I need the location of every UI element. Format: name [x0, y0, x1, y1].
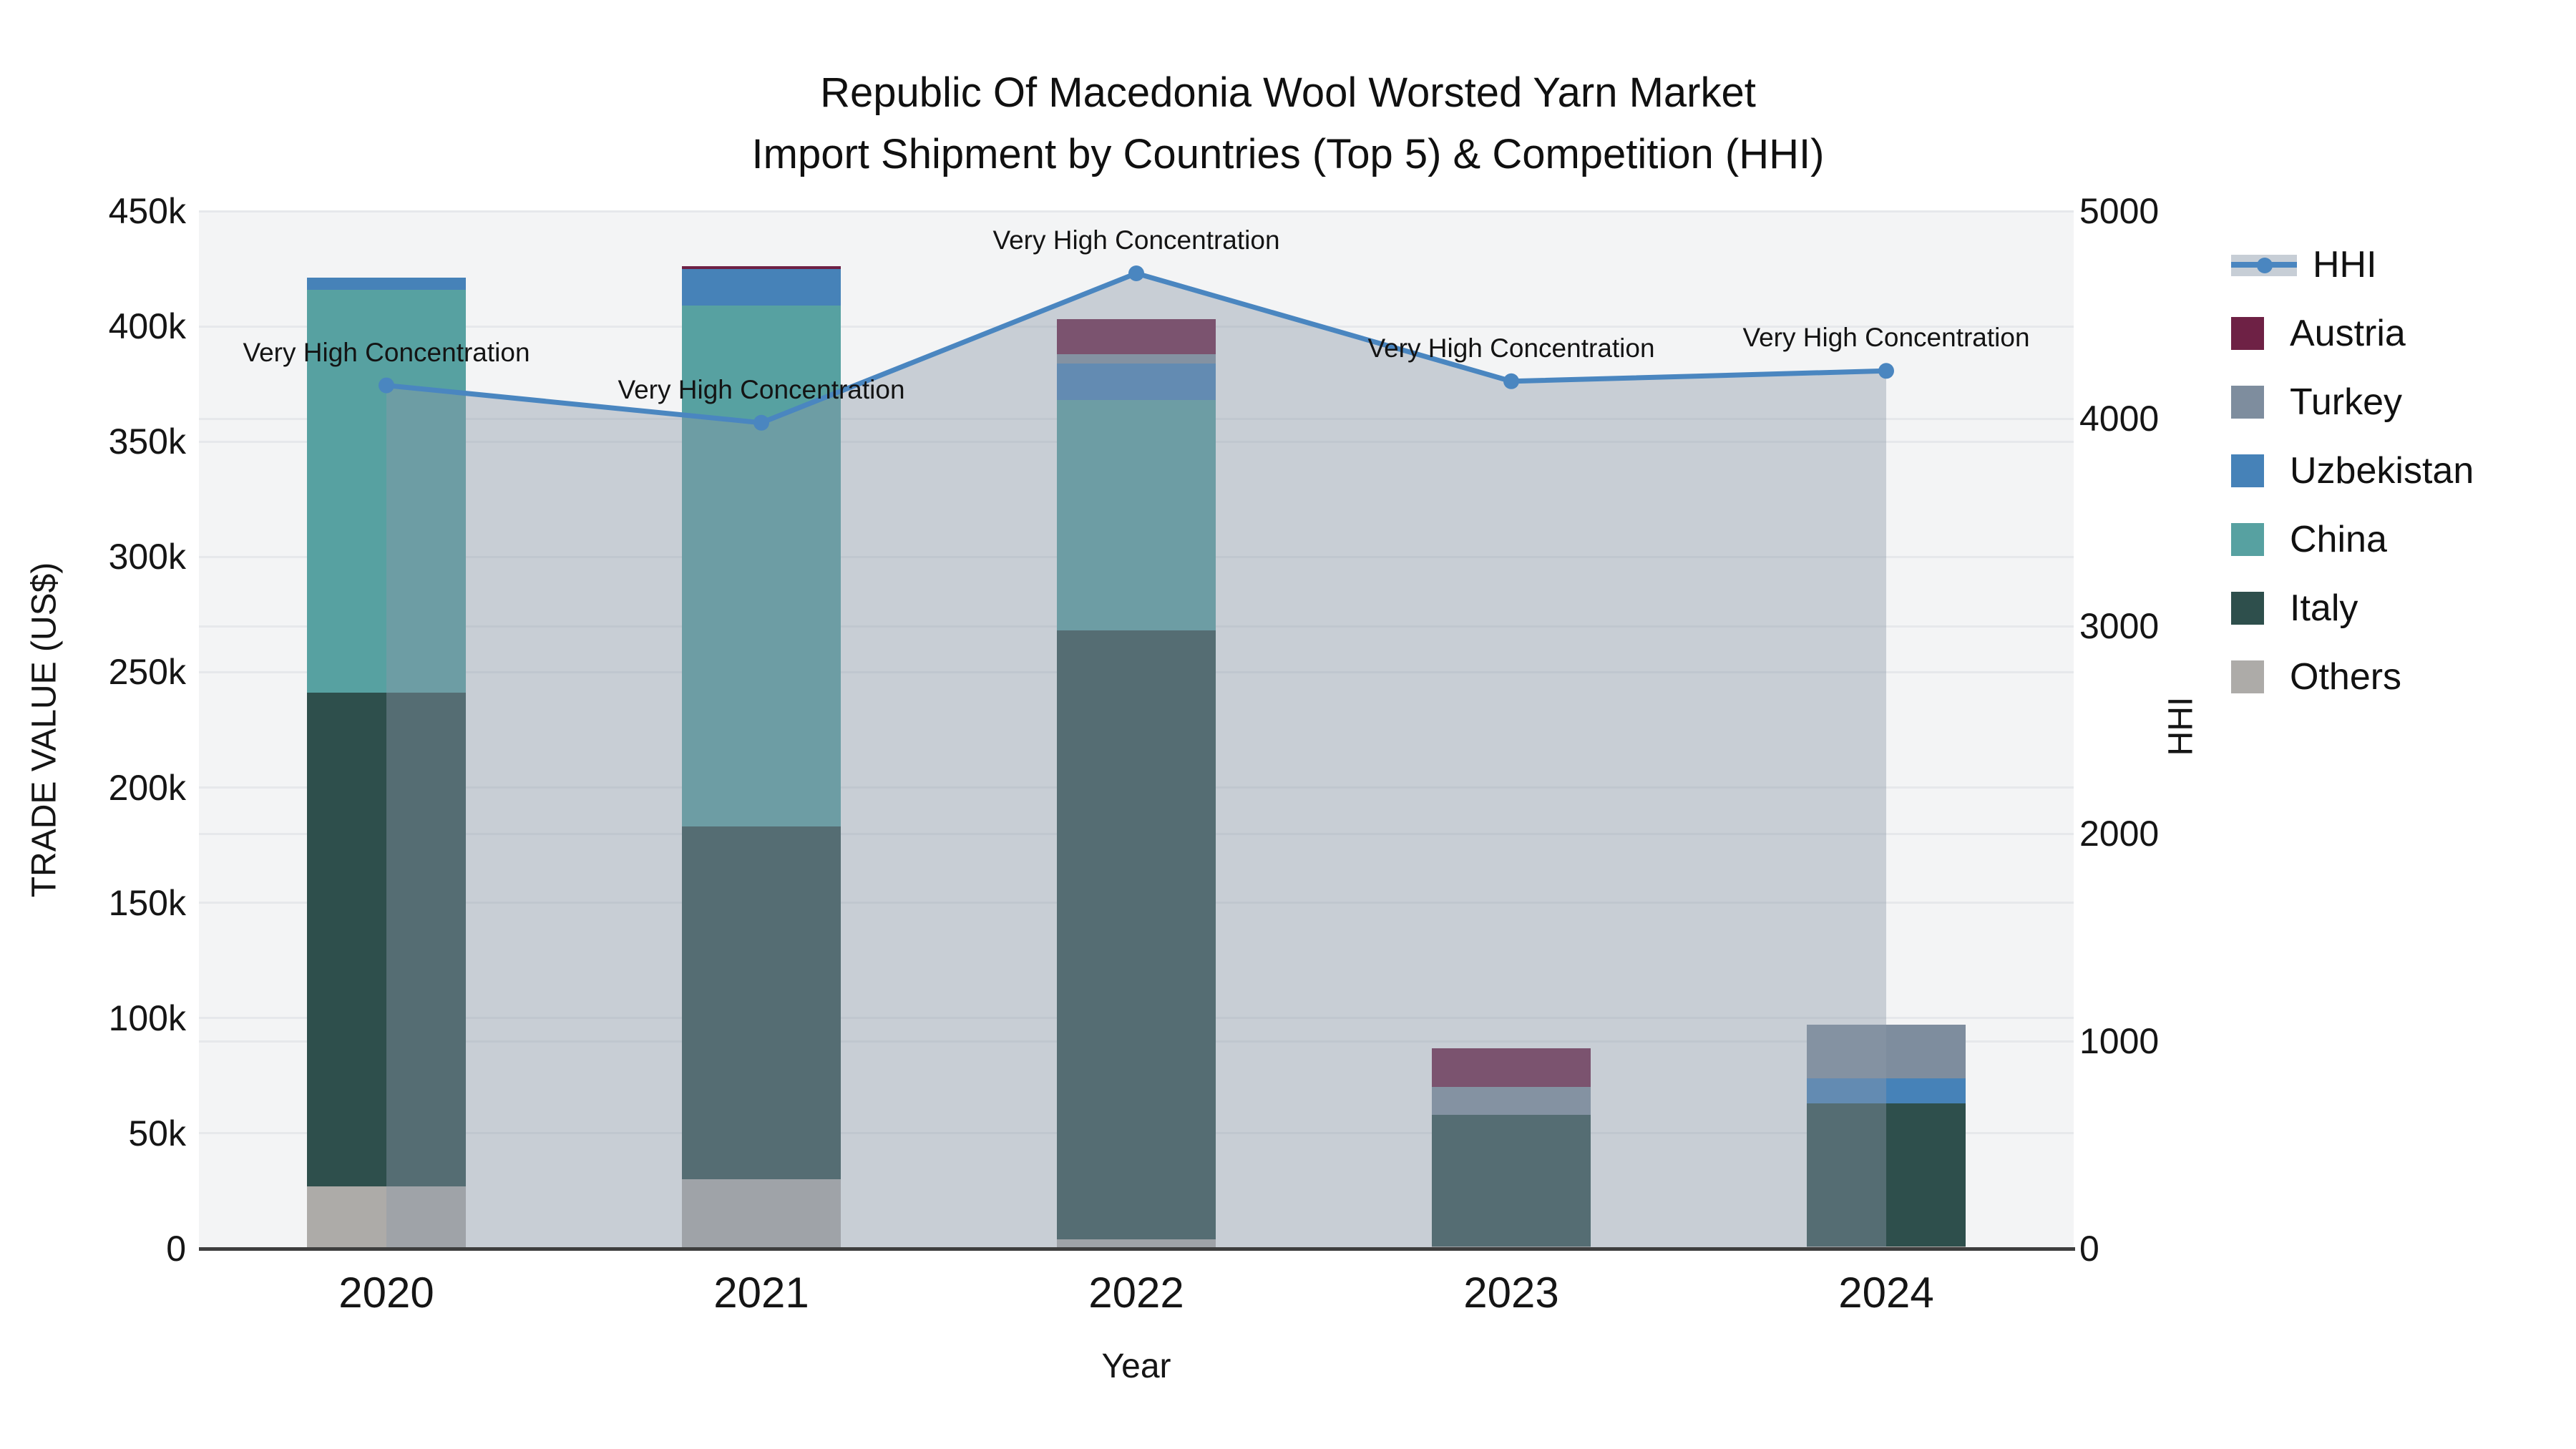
annotation-2024: Very High Concentration — [1742, 323, 2030, 353]
legend-label-italy: Italy — [2290, 587, 2358, 629]
legend-line-dot — [2257, 258, 2273, 273]
annotation-2023: Very High Concentration — [1367, 333, 1655, 363]
y2-tick-2000: 2000 — [2079, 814, 2160, 854]
y-tick-100k: 100k — [108, 997, 186, 1038]
legend-swatch-china-icon — [2231, 523, 2264, 556]
bar-2020-others[interactable] — [307, 1186, 466, 1249]
y2-axis-title: HHI — [2162, 696, 2200, 756]
chart-title-line-1: Republic Of Macedonia Wool Worsted Yarn … — [820, 69, 1756, 116]
hhi-marker-2021[interactable] — [753, 414, 769, 431]
y-tick-400k: 400k — [108, 306, 186, 347]
annotation-2022: Very High Concentration — [992, 225, 1280, 255]
hhi-marker-2020[interactable] — [379, 377, 394, 394]
y-tick-200k: 200k — [108, 767, 186, 808]
legend-item-china[interactable]: China — [2231, 505, 2474, 574]
x-tick-2020: 2020 — [338, 1269, 434, 1317]
bar-2024-uzbekistan[interactable] — [1807, 1078, 1966, 1103]
hhi-area-fill — [386, 273, 1886, 1249]
legend-item-italy[interactable]: Italy — [2231, 574, 2474, 643]
bar-2024-italy[interactable] — [1807, 1103, 1966, 1246]
bar-2020-italy[interactable] — [307, 693, 466, 1186]
y-tick-300k: 300k — [108, 537, 186, 577]
legend-label-china: China — [2290, 519, 2387, 560]
y2-tick-1000: 1000 — [2079, 1021, 2160, 1061]
bar-2022-uzbekistan[interactable] — [1057, 363, 1216, 401]
bar-2021-austria[interactable] — [682, 265, 841, 269]
bar-2022-italy[interactable] — [1057, 630, 1216, 1240]
y-tick-50k: 50k — [128, 1113, 186, 1153]
y-axis-title: TRADE VALUE (US$) — [25, 562, 64, 898]
bar-2021-italy[interactable] — [682, 826, 841, 1180]
legend-label-austria: Austria — [2290, 313, 2406, 354]
legend-label-hhi: HHI — [2313, 244, 2377, 286]
chart-title-line-2: Import Shipment by Countries (Top 5) & C… — [751, 131, 1825, 177]
hhi-overlay — [379, 265, 1894, 1249]
legend-line-swatch-icon — [2231, 248, 2297, 281]
annotation-2021: Very High Concentration — [618, 374, 905, 404]
gridline-y2-5000 — [199, 210, 2074, 213]
y2-tick-3000: 3000 — [2079, 606, 2160, 646]
bar-2022-turkey[interactable] — [1057, 353, 1216, 364]
annotation-2020: Very High Concentration — [243, 337, 530, 367]
bar-2023-turkey[interactable] — [1432, 1087, 1591, 1116]
bar-2023-austria[interactable] — [1432, 1048, 1591, 1088]
hhi-marker-2024[interactable] — [1878, 363, 1894, 379]
plot-area: Very High Concentration Very High Concent… — [199, 210, 2074, 1249]
legend-swatch-austria-icon — [2231, 317, 2264, 350]
legend-item-others[interactable]: Others — [2231, 643, 2474, 711]
bar-2021-uzbekistan[interactable] — [682, 268, 841, 306]
legend-label-uzbekistan: Uzbekistan — [2290, 450, 2474, 492]
x-axis-line — [199, 1247, 2075, 1251]
y-tick-350k: 350k — [108, 421, 186, 462]
legend-item-turkey[interactable]: Turkey — [2231, 368, 2474, 436]
bar-2021-others[interactable] — [682, 1179, 841, 1249]
legend-swatch-others-icon — [2231, 660, 2264, 693]
bar-2023-italy[interactable] — [1432, 1115, 1591, 1246]
x-tick-2021: 2021 — [713, 1269, 809, 1317]
legend-label-turkey: Turkey — [2290, 381, 2402, 423]
x-tick-2024: 2024 — [1838, 1269, 1934, 1317]
x-tick-2023: 2023 — [1463, 1269, 1559, 1317]
legend-item-uzbekistan[interactable]: Uzbekistan — [2231, 436, 2474, 505]
legend-item-austria[interactable]: Austria — [2231, 299, 2474, 368]
legend-swatch-turkey-icon — [2231, 386, 2264, 419]
bar-2020-china[interactable] — [307, 289, 466, 693]
x-axis-title: Year — [1101, 1347, 1171, 1385]
y-tick-150k: 150k — [108, 882, 186, 923]
hhi-marker-2022[interactable] — [1128, 265, 1144, 281]
legend-swatch-uzbekistan-icon — [2231, 454, 2264, 487]
bar-2022-austria[interactable] — [1057, 319, 1216, 354]
y2-tick-5000: 5000 — [2079, 191, 2160, 231]
bar-2022-others[interactable] — [1057, 1239, 1216, 1249]
legend-item-hhi[interactable]: HHI — [2231, 230, 2474, 299]
legend-swatch-italy-icon — [2231, 592, 2264, 625]
bar-2020-uzbekistan[interactable] — [307, 278, 466, 290]
hhi-marker-2023[interactable] — [1503, 373, 1519, 389]
bar-2021-china[interactable] — [682, 306, 841, 827]
y-tick-0: 0 — [166, 1229, 186, 1269]
y-tick-250k: 250k — [108, 652, 186, 693]
y2-tick-0: 0 — [2079, 1229, 2099, 1269]
bar-2024-turkey[interactable] — [1807, 1025, 1966, 1078]
bar-2022-china[interactable] — [1057, 400, 1216, 631]
x-tick-2022: 2022 — [1088, 1269, 1184, 1317]
y-tick-450k: 450k — [108, 191, 186, 231]
y2-tick-4000: 4000 — [2079, 399, 2160, 439]
legend-label-others: Others — [2290, 656, 2402, 698]
legend: HHI Austria Turkey Uzbekistan China Italy Othe… — [2231, 230, 2474, 711]
